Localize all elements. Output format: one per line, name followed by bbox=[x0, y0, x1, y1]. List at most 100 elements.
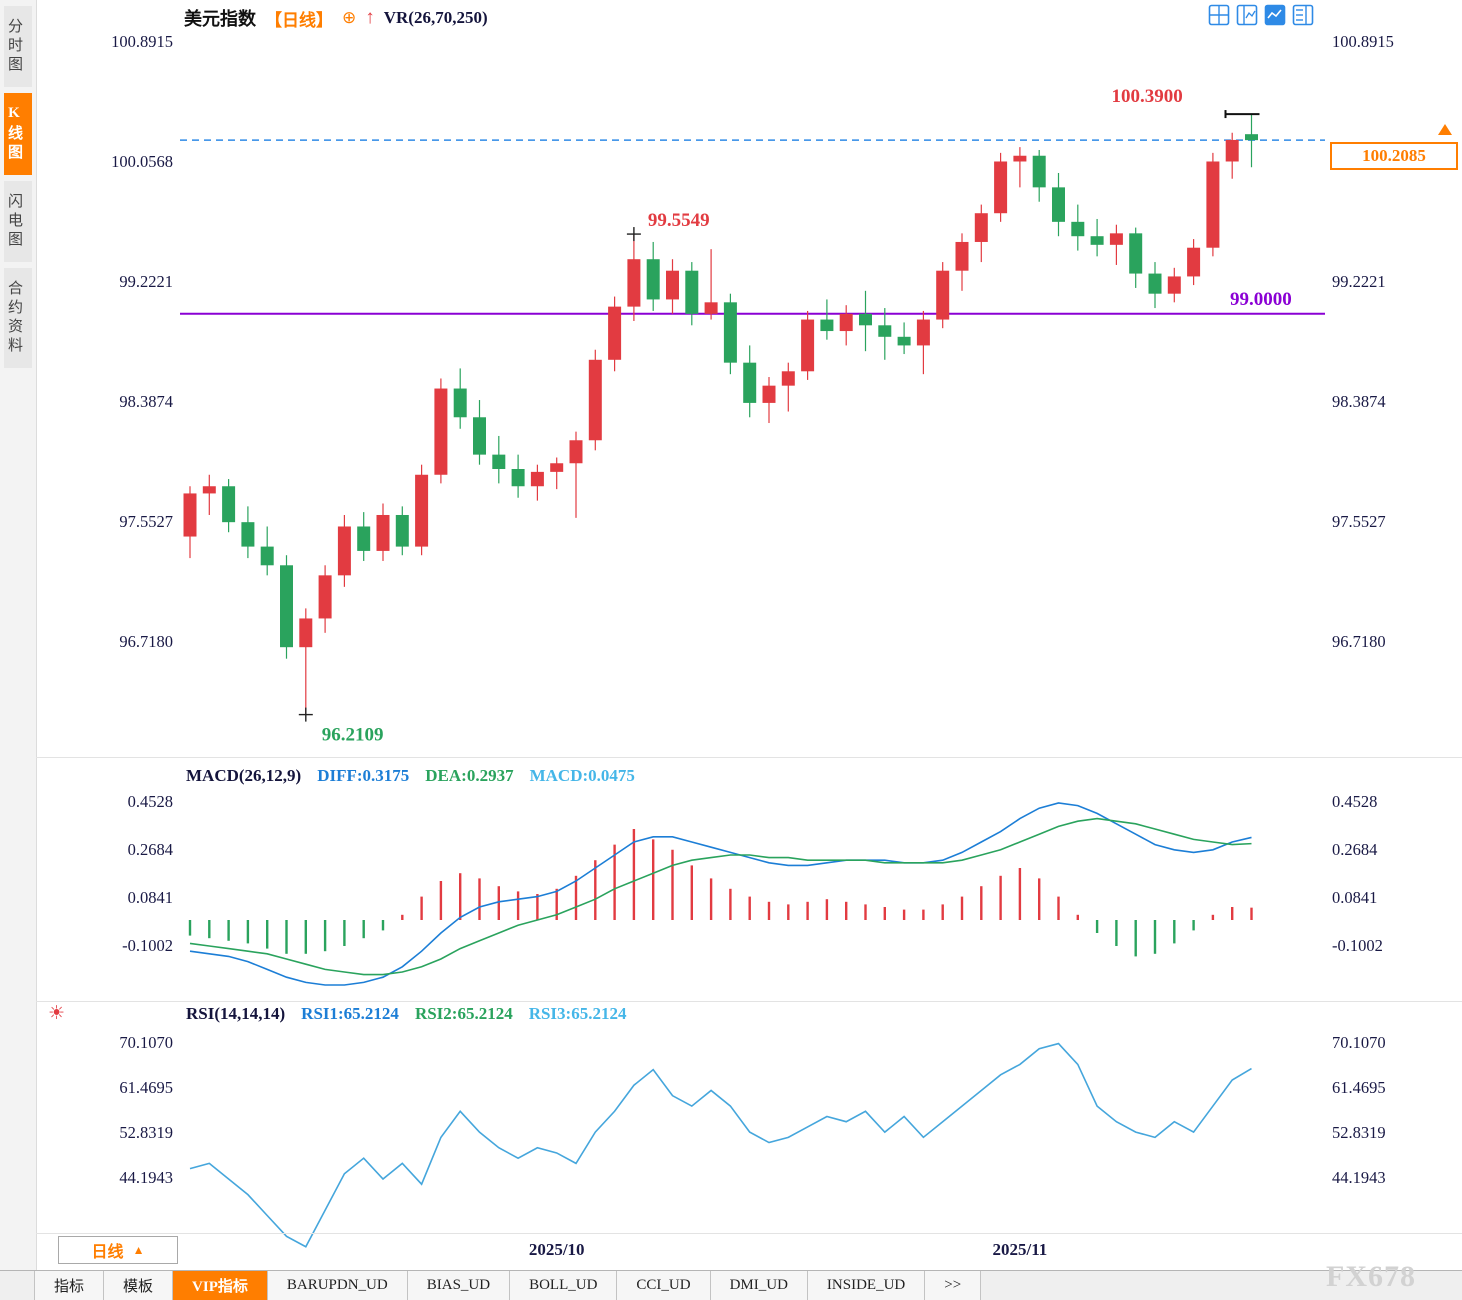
chart-panel-icon[interactable] bbox=[1264, 4, 1286, 26]
y-axis-label: 100.8915 bbox=[111, 32, 173, 51]
up-arrow-icon: ↑ bbox=[365, 7, 375, 28]
candle bbox=[762, 385, 776, 403]
sidebar-item-2[interactable]: K线图 bbox=[4, 93, 32, 175]
rsi2-value: RSI2:65.2124 bbox=[414, 1004, 513, 1023]
tab-5[interactable]: BIAS_UD bbox=[407, 1271, 511, 1300]
y-axis-label: 100.8915 bbox=[1332, 32, 1394, 51]
peak-price-label: 100.3900 bbox=[1112, 86, 1183, 107]
sidebar-item-3[interactable]: 闪电图 bbox=[4, 181, 32, 262]
candle bbox=[357, 526, 371, 551]
y-axis-label: 96.7180 bbox=[1332, 631, 1386, 651]
candle bbox=[704, 302, 718, 314]
rsi-chart[interactable] bbox=[180, 1030, 1325, 1264]
candle bbox=[1109, 233, 1123, 245]
rsi3-value: RSI3:65.2124 bbox=[528, 1004, 627, 1023]
candle bbox=[530, 471, 544, 487]
layout-toolbar bbox=[1208, 4, 1314, 26]
tab-6[interactable]: BOLL_UD bbox=[510, 1271, 618, 1300]
last-price-value: 100.2085 bbox=[1362, 146, 1426, 165]
candle bbox=[434, 388, 448, 475]
candle bbox=[743, 362, 757, 403]
candle bbox=[318, 575, 332, 619]
candle bbox=[723, 302, 737, 363]
grid-layout-icon[interactable] bbox=[1208, 4, 1230, 26]
tab-1[interactable]: 指标 bbox=[34, 1271, 105, 1300]
y-axis-label: -0.1002 bbox=[1332, 936, 1383, 956]
candle bbox=[820, 319, 834, 332]
macd-chart[interactable] bbox=[180, 763, 1325, 1001]
candle bbox=[1071, 221, 1085, 237]
candle bbox=[1206, 161, 1220, 248]
panel-divider bbox=[36, 1001, 1462, 1002]
y-axis-label: 100.0568 bbox=[111, 151, 173, 171]
y-axis-label: 97.5527 bbox=[119, 511, 173, 531]
candle bbox=[260, 546, 274, 566]
add-indicator-icon[interactable]: ⊕ bbox=[342, 8, 357, 27]
tab-9[interactable]: INSIDE_UD bbox=[807, 1271, 926, 1300]
left-sidebar: 分时图 K线图闪电图合约资料 bbox=[0, 0, 37, 1270]
panel-divider bbox=[36, 757, 1462, 758]
y-axis-label: 0.4528 bbox=[1332, 792, 1378, 812]
rsi1-value: RSI1:65.2124 bbox=[301, 1004, 399, 1023]
candle bbox=[550, 463, 564, 472]
column-layout-icon[interactable] bbox=[1292, 4, 1314, 26]
chart-header: 美元指数 【日线】 ⊕ ↑ VR(26,70,250) bbox=[184, 5, 488, 31]
y-axis-label: 96.7180 bbox=[119, 631, 173, 651]
y-axis-label: 52.8319 bbox=[1332, 1123, 1386, 1142]
candle bbox=[1013, 155, 1027, 162]
candle bbox=[415, 474, 429, 547]
symbol-title: 美元指数 bbox=[184, 9, 256, 29]
candle bbox=[666, 270, 679, 300]
candle bbox=[1245, 134, 1258, 141]
candle bbox=[839, 313, 853, 332]
x-axis-label: 2025/10 bbox=[528, 1240, 585, 1259]
price-up-arrow-icon bbox=[1438, 124, 1452, 135]
period-selector-label: 日线 bbox=[91, 1244, 124, 1261]
tab-2[interactable]: 模板 bbox=[104, 1271, 174, 1300]
price-chart[interactable]: 99.5549 96.2109 100.3900 99.0000 bbox=[180, 30, 1325, 760]
tab-8[interactable]: DMI_UD bbox=[710, 1271, 808, 1300]
period-selector[interactable]: 日线 ▲ bbox=[58, 1236, 178, 1264]
tab-7[interactable]: CCI_UD bbox=[617, 1271, 711, 1300]
candle bbox=[280, 565, 293, 648]
candle bbox=[801, 319, 815, 372]
y-axis-label: -0.1002 bbox=[122, 936, 173, 956]
tab-4[interactable]: BARUPDN_UD bbox=[267, 1271, 408, 1300]
x-axis-label: 2025/11 bbox=[992, 1240, 1048, 1259]
watermark: FX678 bbox=[1326, 1260, 1416, 1293]
candle bbox=[183, 493, 197, 537]
candle bbox=[1167, 276, 1181, 294]
candle bbox=[1225, 139, 1239, 162]
split-layout-icon[interactable] bbox=[1236, 4, 1258, 26]
candle bbox=[376, 514, 390, 551]
y-axis-label: 99.2221 bbox=[119, 271, 173, 291]
macd-title: MACD(26,12,9) bbox=[186, 766, 302, 785]
indicator-settings-icon[interactable]: ☀ bbox=[48, 1003, 66, 1024]
candle bbox=[608, 306, 622, 360]
candle bbox=[974, 213, 988, 242]
candle bbox=[473, 417, 486, 455]
candle bbox=[241, 522, 255, 547]
candle bbox=[1052, 187, 1065, 222]
period-tag[interactable]: 【日线】 bbox=[265, 10, 333, 30]
sidebar-item-4[interactable]: 合约资料 bbox=[4, 268, 32, 368]
y-axis-label: 0.2684 bbox=[127, 840, 173, 860]
y-axis-label: 0.0841 bbox=[1332, 888, 1378, 908]
sidebar-item-1[interactable]: 分时图 bbox=[4, 6, 32, 87]
tab-10[interactable]: >> bbox=[925, 1271, 982, 1300]
candle bbox=[453, 388, 467, 418]
macd-diff-value: DIFF:0.3175 bbox=[317, 766, 410, 785]
candle bbox=[1187, 247, 1201, 277]
tab-3[interactable]: VIP指标 bbox=[173, 1271, 268, 1300]
candle bbox=[994, 161, 1008, 214]
rsi-title: RSI(14,14,14) bbox=[186, 1004, 286, 1023]
y-axis-label: 98.3874 bbox=[119, 391, 173, 411]
y-axis-label: 97.5527 bbox=[1332, 511, 1386, 531]
y-axis-label: 44.1943 bbox=[119, 1168, 173, 1187]
macd-dea-value: DEA:0.2937 bbox=[425, 766, 514, 785]
candle bbox=[897, 336, 911, 346]
candle bbox=[916, 319, 930, 346]
candle bbox=[859, 313, 872, 326]
candle bbox=[1032, 155, 1046, 188]
